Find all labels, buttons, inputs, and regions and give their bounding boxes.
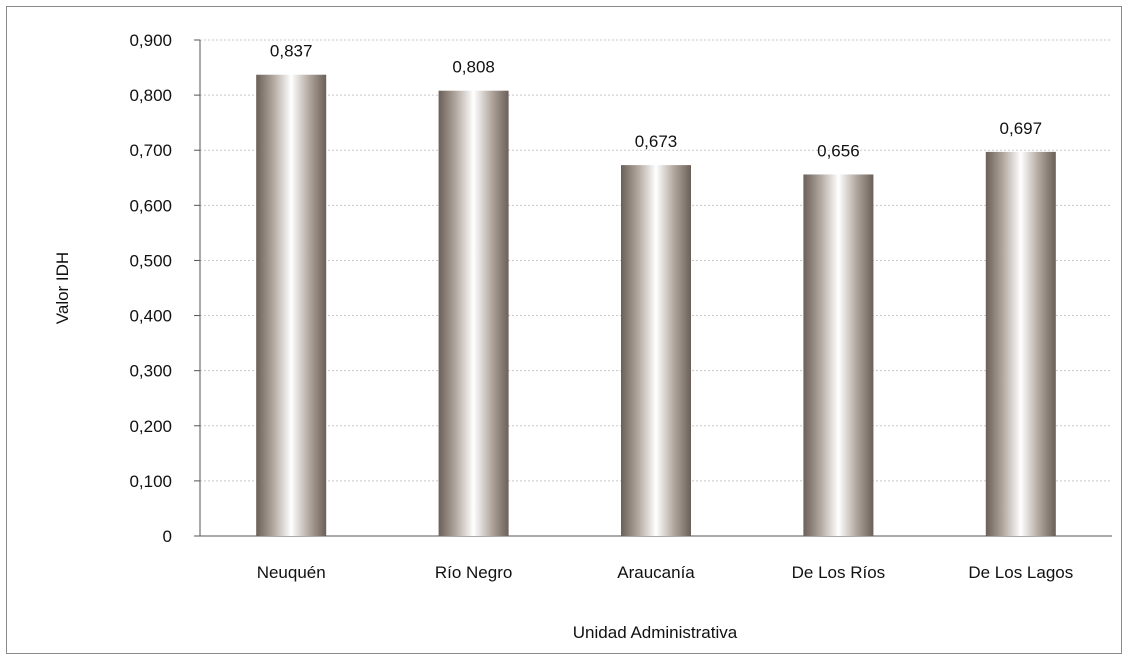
y-tick-label: 0,700 xyxy=(129,141,172,160)
bar xyxy=(985,151,1056,536)
data-label: 0,697 xyxy=(1000,119,1043,138)
x-tick-label: Neuquén xyxy=(257,563,326,582)
bar xyxy=(256,74,327,536)
data-label: 0,837 xyxy=(270,42,313,61)
y-tick-label: 0,500 xyxy=(129,251,172,270)
y-tick-label: 0,300 xyxy=(129,362,172,381)
bar xyxy=(803,174,874,536)
y-axis-title: Valor IDH xyxy=(53,252,72,324)
bar xyxy=(621,165,691,536)
y-tick-label: 0,100 xyxy=(129,472,172,491)
x-tick-label: De Los Lagos xyxy=(968,563,1073,582)
data-label: 0,656 xyxy=(817,141,860,160)
y-tick-label: 0,400 xyxy=(129,307,172,326)
y-tick-label: 0 xyxy=(163,527,172,546)
bars xyxy=(256,74,1056,537)
x-axis-title: Unidad Administrativa xyxy=(573,623,738,642)
x-tick-label: De Los Ríos xyxy=(792,563,886,582)
y-tick-label: 0,800 xyxy=(129,86,172,105)
data-label: 0,808 xyxy=(452,58,495,77)
data-label: 0,673 xyxy=(635,132,678,151)
bar xyxy=(438,90,509,537)
x-tick-label: Río Negro xyxy=(435,563,512,582)
chart-frame xyxy=(6,6,1122,654)
labels: 0 0,100 0,200 0,300 0,400 0,500 0,600 0,700 0,80… xyxy=(129,31,1073,582)
y-tick-label: 0,600 xyxy=(129,196,172,215)
y-tick-label: 0,900 xyxy=(129,31,172,50)
y-tick-label: 0,200 xyxy=(129,417,172,436)
x-tick-label: Araucanía xyxy=(617,563,695,582)
